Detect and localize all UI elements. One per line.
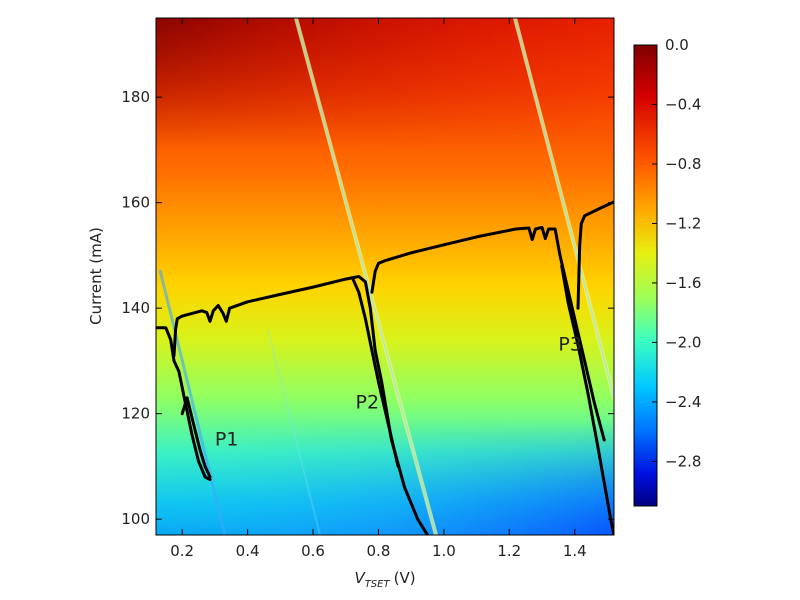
x-axis-subscript: TSET [365,579,391,590]
peak-label-p2: P2 [356,391,380,413]
overlay-curve-segment [156,326,212,482]
y-tick-label: 100 [121,510,150,528]
y-tick-label: 140 [121,299,150,317]
plot-frame [155,17,615,536]
colorbar-tick-label: −1.2 [665,214,701,232]
colorbar [633,44,658,507]
y-axis-label: Current (mA) [87,227,105,325]
colorbar-tick-label: 0.0 [665,36,689,54]
x-tick-label: 1.0 [432,542,456,560]
x-tick-label: 1.4 [563,542,587,560]
x-tick-label: 0.6 [301,542,325,560]
overlay-curve-segment [350,276,400,468]
colorbar-tick-label: −2.0 [665,333,701,351]
x-axis-label: VTSET (V) [354,569,415,590]
colorbar-tick-label: −2.4 [665,393,701,411]
colorbar-tick-label: −0.4 [665,95,701,113]
y-tick-label: 160 [121,194,150,212]
y-tick-label: 120 [121,405,150,423]
x-tick-label: 1.2 [497,542,521,560]
x-axis-symbol: V [354,569,366,587]
y-tick-label: 180 [121,88,150,106]
peak-label-p1: P1 [215,428,239,450]
colorbar-tick-label: −2.8 [665,452,701,470]
heatmap-image [156,18,614,535]
x-axis-unit: (V) [394,569,416,587]
x-tick-label: 0.2 [170,542,194,560]
overlay-curve-segment [370,225,606,442]
x-tick-label: 0.4 [236,542,260,560]
peak-label-p3: P3 [558,333,582,355]
x-tick-label: 0.8 [367,542,391,560]
overlay-curve-segment [576,200,614,310]
colorbar-tick-label: −0.8 [665,155,701,173]
overlay-curve-segment [172,275,430,535]
overlay-curve-segment [180,396,212,479]
colorbar-tick-label: −1.6 [665,274,701,292]
